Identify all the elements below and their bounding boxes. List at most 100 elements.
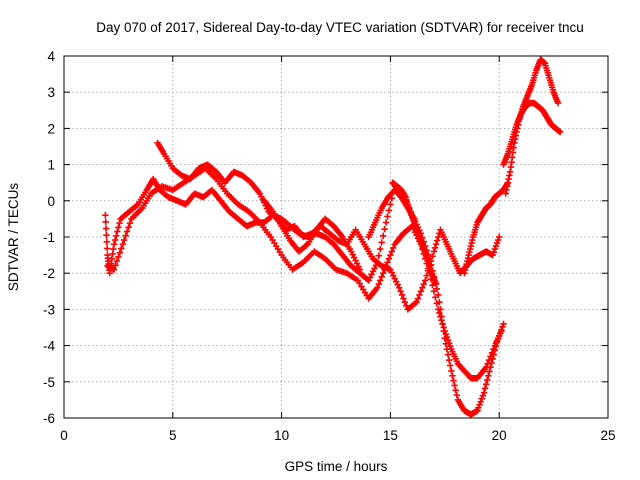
data-point: [433, 300, 441, 307]
data-point: [478, 395, 485, 402]
data-point: [445, 356, 453, 364]
data-point: [414, 295, 422, 302]
data-point: [554, 99, 562, 107]
data-point: [378, 273, 385, 281]
data-point: [119, 241, 126, 248]
x-axis-label: GPS time / hours: [285, 459, 388, 474]
data-point: [116, 219, 123, 227]
data-point: [103, 231, 110, 239]
data-point: [493, 239, 501, 247]
data-point: [126, 219, 134, 227]
data-point: [429, 253, 436, 260]
data-point: [556, 128, 564, 136]
data-point: [102, 212, 109, 219]
data-point: [420, 280, 427, 288]
data-point: [479, 392, 487, 399]
data-point: [486, 368, 493, 375]
data-point: [451, 382, 458, 389]
y-tick-label: -6: [43, 411, 55, 426]
y-tick-label: 1: [47, 158, 55, 173]
data-point: [121, 236, 128, 244]
y-tick-label: -2: [43, 266, 55, 281]
data-point: [110, 241, 118, 248]
data-point: [499, 323, 506, 331]
axis-ticks: 0 5 10 15 20 25 -6 -5 -4 -3 -2 -1 0 1 2 3 4: [43, 49, 616, 443]
data-point: [379, 270, 387, 277]
x-tick-label: 25: [600, 428, 615, 443]
data-point: [496, 233, 503, 241]
data-point: [475, 404, 482, 411]
data-point: [433, 237, 441, 244]
data-point: [484, 360, 491, 367]
data-point: [111, 236, 119, 244]
data-point: [439, 320, 446, 328]
data-point: [481, 385, 489, 392]
data-point: [103, 238, 110, 246]
data-point: [102, 218, 109, 226]
data-point: [397, 288, 404, 295]
data-point: [377, 277, 384, 284]
y-tick-label: 3: [47, 85, 55, 100]
data-point: [435, 306, 442, 313]
data-point: [422, 277, 429, 284]
data-point: [437, 313, 444, 320]
data-point: [432, 280, 440, 288]
data-point: [377, 245, 384, 253]
data-point: [398, 291, 406, 299]
data-point: [476, 401, 483, 408]
data-point: [432, 241, 440, 248]
data-point: [114, 228, 121, 235]
data-point: [379, 232, 387, 239]
y-tick-label: 0: [47, 194, 55, 209]
data-point: [400, 295, 407, 302]
data-point: [125, 224, 132, 231]
data-point: [447, 343, 454, 350]
data-point: [103, 245, 111, 252]
data-point: [374, 284, 381, 291]
y-tick-label: -1: [43, 230, 55, 245]
x-tick-label: 20: [492, 428, 507, 443]
data-point: [482, 364, 490, 371]
data-point: [113, 257, 121, 265]
data-point: [102, 225, 110, 232]
data-point: [448, 367, 455, 375]
data-point: [381, 225, 388, 233]
x-tick-label: 15: [383, 428, 398, 443]
data-point: [387, 251, 394, 259]
data-point: [442, 330, 450, 338]
data-point: [477, 398, 484, 405]
data-point: [485, 356, 493, 364]
data-point: [417, 288, 425, 295]
data-point: [123, 228, 131, 235]
data-point: [430, 248, 438, 255]
data-point: [441, 327, 448, 335]
data-point: [485, 372, 492, 379]
data-point: [444, 351, 452, 358]
data-point: [118, 245, 125, 252]
data-point: [436, 309, 443, 317]
data-point: [395, 284, 403, 291]
data-point: [440, 324, 447, 331]
data-point: [390, 244, 397, 252]
y-tick-label: 2: [47, 121, 55, 136]
data-point: [411, 215, 418, 223]
y-tick-label: 4: [47, 49, 55, 64]
data-point: [385, 255, 393, 262]
data-point: [110, 266, 118, 273]
data-point: [375, 252, 382, 259]
data-point: [438, 317, 445, 324]
data-point: [484, 376, 491, 384]
data-point: [435, 233, 442, 241]
data-point: [385, 207, 393, 214]
data-point: [113, 232, 120, 239]
data-point: [382, 219, 390, 226]
x-tick-label: 10: [274, 428, 289, 443]
data-point: [401, 298, 409, 306]
data-point: [432, 294, 439, 301]
data-point: [384, 259, 391, 266]
y-tick-label: -3: [43, 302, 55, 317]
data-point: [488, 349, 496, 357]
data-point: [480, 389, 488, 396]
chart-title: Day 070 of 2017, Sidereal Day-to-day VTE…: [96, 20, 583, 35]
